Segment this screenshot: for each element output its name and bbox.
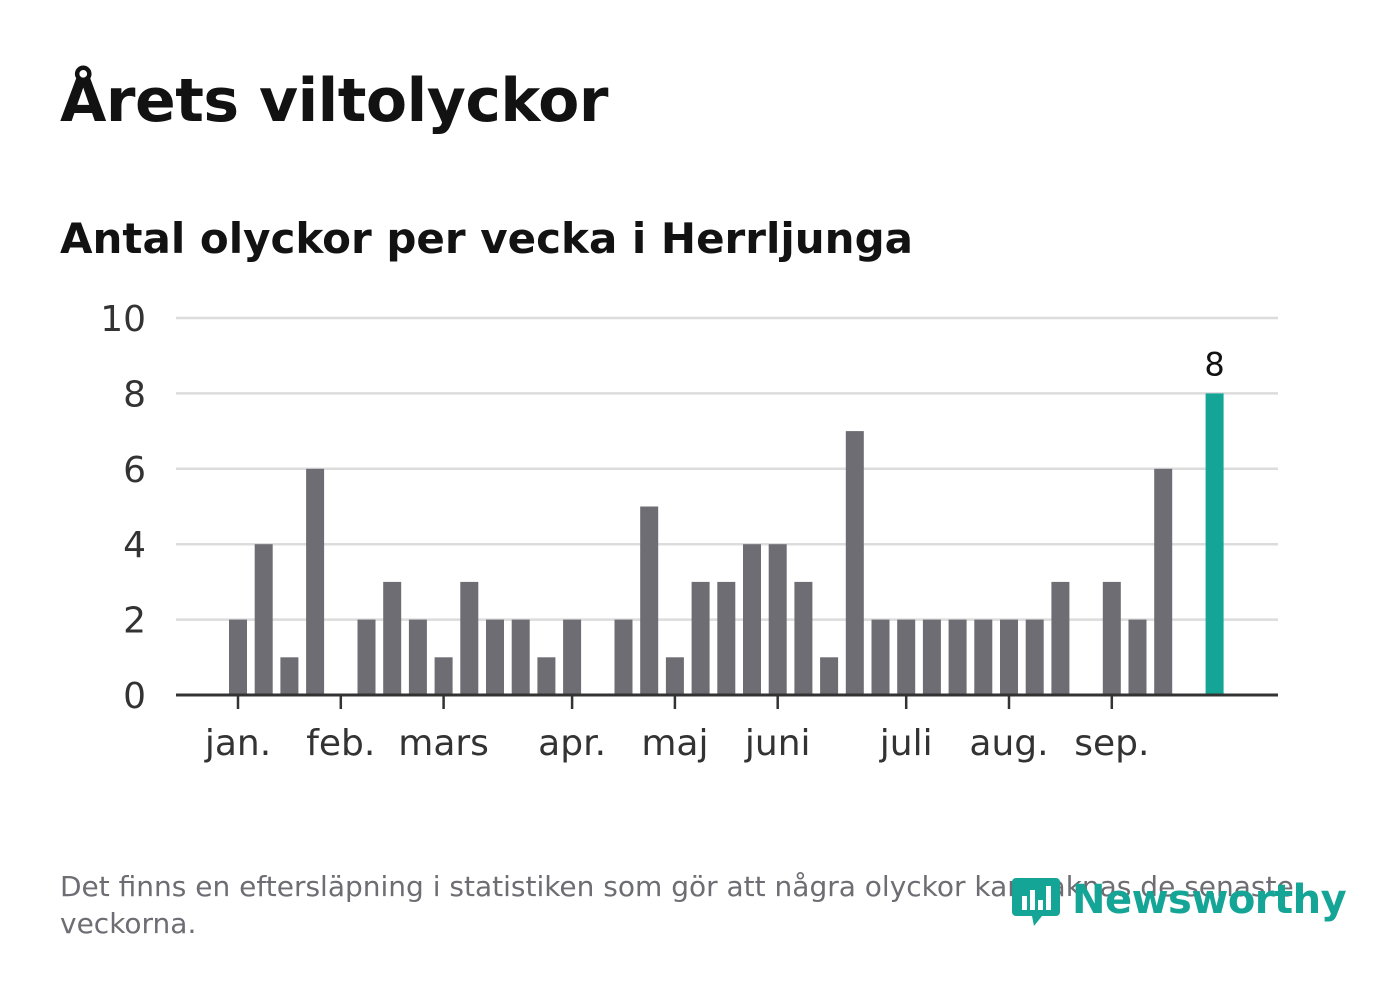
bar	[845, 431, 864, 695]
bar	[537, 657, 556, 695]
bars: 8	[229, 345, 1225, 695]
bar	[383, 581, 402, 695]
bar	[1000, 619, 1018, 695]
chart-title: Årets viltolyckor	[60, 66, 609, 136]
newsworthy-logo-icon	[1012, 878, 1060, 926]
y-tick-label: 4	[123, 525, 146, 566]
bar	[306, 468, 325, 695]
bar	[357, 619, 376, 695]
bar	[486, 619, 504, 695]
grid-lines	[176, 316, 1278, 621]
bar	[1025, 619, 1044, 695]
bar	[254, 544, 273, 695]
bar	[280, 657, 299, 695]
bar	[1154, 468, 1173, 695]
y-tick-label: 6	[123, 450, 146, 491]
bar	[743, 544, 761, 695]
bar	[1128, 619, 1147, 695]
y-tick-label: 8	[123, 374, 146, 415]
bar	[871, 619, 890, 695]
x-tick-label: apr.	[538, 723, 606, 764]
bar	[563, 619, 582, 695]
y-tick-label: 10	[100, 299, 146, 340]
bar	[948, 619, 967, 695]
bar	[974, 619, 993, 695]
x-tick-label: feb.	[306, 723, 375, 764]
bar	[408, 619, 427, 695]
y-axis-ticks: 0 2 4 6 8 10	[100, 299, 146, 717]
bar	[511, 619, 530, 695]
x-tick-label: maj	[641, 723, 708, 764]
x-tick-label: sep.	[1074, 723, 1149, 764]
bar	[922, 619, 941, 695]
x-axis-ticks: jan. feb. mars apr. maj juni juli aug. sep.	[204, 695, 1149, 764]
bar	[460, 581, 479, 695]
x-tick-label: mars	[398, 723, 489, 764]
footnote: Det finns en eftersläpning i statistiken…	[60, 870, 1294, 940]
x-tick-label: juni	[744, 723, 811, 764]
bar	[768, 544, 787, 695]
bar	[820, 657, 839, 695]
y-tick-label: 2	[123, 601, 146, 642]
bar	[434, 657, 453, 695]
bar	[1102, 581, 1121, 695]
bar	[897, 619, 916, 695]
y-tick-label: 0	[123, 676, 146, 717]
bar	[614, 619, 633, 695]
chart-subtitle: Antal olyckor per vecka i Herrljunga	[60, 214, 913, 263]
bar	[640, 506, 659, 695]
bar	[717, 581, 736, 695]
x-tick-label: aug.	[969, 723, 1048, 764]
highlight-bar	[1205, 393, 1224, 695]
x-tick-label: jan.	[204, 723, 271, 764]
bar	[794, 581, 813, 695]
bar-chart: 0 2 4 6 8 10 8 jan. feb. mars apr. maj juni juli aug…	[100, 299, 1278, 764]
brand-name: Newsworthy	[1072, 877, 1347, 923]
x-tick-label: juli	[879, 723, 933, 764]
bar	[691, 581, 710, 695]
bar	[229, 619, 247, 695]
bar	[1051, 581, 1070, 695]
brand-logo[interactable]: Newsworthy	[1010, 872, 1347, 928]
data-label: 8	[1204, 345, 1224, 383]
bar	[665, 657, 684, 695]
